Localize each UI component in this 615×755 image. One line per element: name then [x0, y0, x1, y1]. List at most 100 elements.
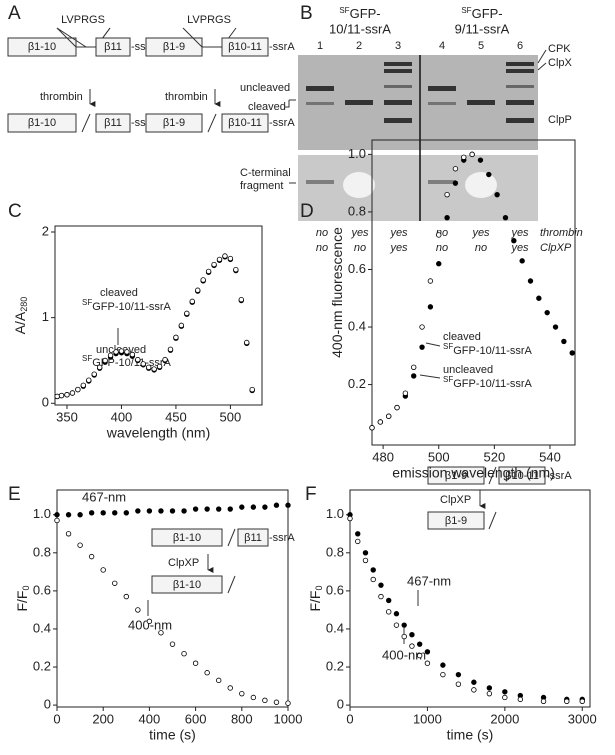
box	[7, 113, 77, 133]
y-axis-label-sub: 0	[21, 585, 31, 590]
segment-label: β1-10	[28, 117, 56, 129]
data-point	[158, 508, 164, 514]
data-point	[564, 698, 570, 704]
data-point	[178, 322, 185, 329]
box	[427, 511, 485, 530]
data-point	[440, 671, 446, 678]
data-point	[362, 557, 369, 564]
x-tick-label: 400	[139, 711, 161, 726]
x-tick-label: 400	[111, 409, 133, 424]
data-point	[569, 350, 575, 356]
data-point	[370, 567, 376, 573]
data-point	[227, 506, 233, 512]
annotation: 467-nm	[407, 573, 451, 588]
box	[498, 466, 546, 485]
data-point	[80, 382, 87, 389]
data-point	[393, 622, 400, 628]
y-tick-label: 0.8	[348, 203, 366, 218]
box	[95, 37, 131, 57]
band-label: CPK	[548, 43, 571, 55]
data-point	[145, 364, 152, 371]
annotation: SFGFP-10/11-ssrA	[82, 354, 172, 369]
box	[95, 113, 131, 133]
y-tick-label: 0	[42, 395, 49, 410]
data-point	[192, 660, 199, 666]
condition-cell: yes	[389, 227, 408, 239]
data-point	[409, 643, 415, 649]
data-point	[156, 363, 163, 370]
segment-label: β1-10	[28, 41, 56, 53]
x-tick-label: 450	[165, 409, 187, 424]
data-point	[262, 504, 268, 510]
data-point	[561, 338, 567, 345]
group-label: SFGFP-	[339, 6, 380, 21]
x-tick-label: 600	[185, 711, 207, 726]
band-label: cleaved	[248, 101, 286, 113]
condition-cell: no	[354, 242, 366, 254]
lane-number: 6	[517, 40, 523, 52]
data-point	[461, 154, 467, 160]
x-tick-label: 1000	[274, 711, 303, 726]
data-point	[273, 502, 280, 508]
data-point	[113, 349, 119, 355]
data-point	[244, 339, 250, 346]
data-point	[427, 278, 434, 284]
segment-label: β10-11	[228, 117, 262, 129]
data-point	[386, 609, 392, 615]
data-point	[477, 157, 484, 163]
x-tick-label: 480	[372, 449, 394, 464]
gel	[298, 155, 538, 221]
arrow-label: thrombin	[165, 91, 208, 103]
data-point	[427, 304, 434, 310]
data-point	[411, 373, 417, 379]
arrow-label: thrombin	[40, 91, 83, 103]
data-point	[123, 510, 129, 516]
panel-a: A β1-10 LVPRGS β11 -ssrA thrombin β1-10 …	[7, 3, 295, 133]
data-point	[75, 386, 81, 393]
x-tick-label: 1000	[413, 711, 442, 726]
y-tick-label: 0.4	[348, 318, 366, 333]
data-point	[118, 348, 125, 354]
x-tick-label: 520	[484, 449, 506, 464]
condition-label: ClpXP	[540, 242, 572, 254]
y-axis-label-main: A/A	[12, 311, 28, 334]
x-tick-label: 2000	[490, 711, 519, 726]
condition-cell: yes	[510, 227, 529, 239]
inset-label: -ssrA	[269, 532, 295, 544]
panel-letter: E	[8, 484, 21, 505]
y-tick-label: 0.8	[33, 544, 51, 559]
data-point	[86, 377, 92, 383]
data-point	[362, 550, 369, 556]
inset-label: β1-10	[173, 532, 201, 544]
plot-frame	[54, 225, 263, 406]
data-point	[204, 670, 210, 676]
data-point	[112, 580, 118, 586]
cut	[207, 113, 217, 133]
data-point	[181, 508, 187, 514]
band-label: C-terminal	[240, 167, 291, 179]
data-point	[436, 261, 442, 267]
annotation: SFGFP-10/11-ssrA	[82, 298, 172, 313]
data-point	[169, 508, 176, 514]
panel-letter: B	[300, 3, 313, 24]
condition-cell: no	[475, 242, 487, 254]
annotation: 400-nm	[382, 647, 426, 662]
box	[237, 528, 269, 547]
y-tick-label: 0.6	[33, 582, 51, 597]
y-tick-label: 0.4	[326, 620, 344, 635]
data-point	[250, 694, 257, 701]
y-tick-label: 2	[42, 223, 49, 238]
data-point	[88, 553, 95, 560]
y-tick-label: 0.6	[348, 261, 366, 276]
data-point	[184, 310, 190, 317]
group-label: SFGFP-	[461, 6, 502, 21]
data-point	[96, 364, 103, 371]
data-point	[285, 502, 291, 508]
y-axis-label: F/F0	[307, 585, 325, 611]
data-point	[77, 512, 83, 518]
inset-label: β10-11	[505, 470, 539, 482]
x-tick-label: 500	[220, 409, 242, 424]
data-point	[215, 677, 222, 684]
data-point	[151, 366, 157, 372]
data-point	[378, 582, 384, 588]
